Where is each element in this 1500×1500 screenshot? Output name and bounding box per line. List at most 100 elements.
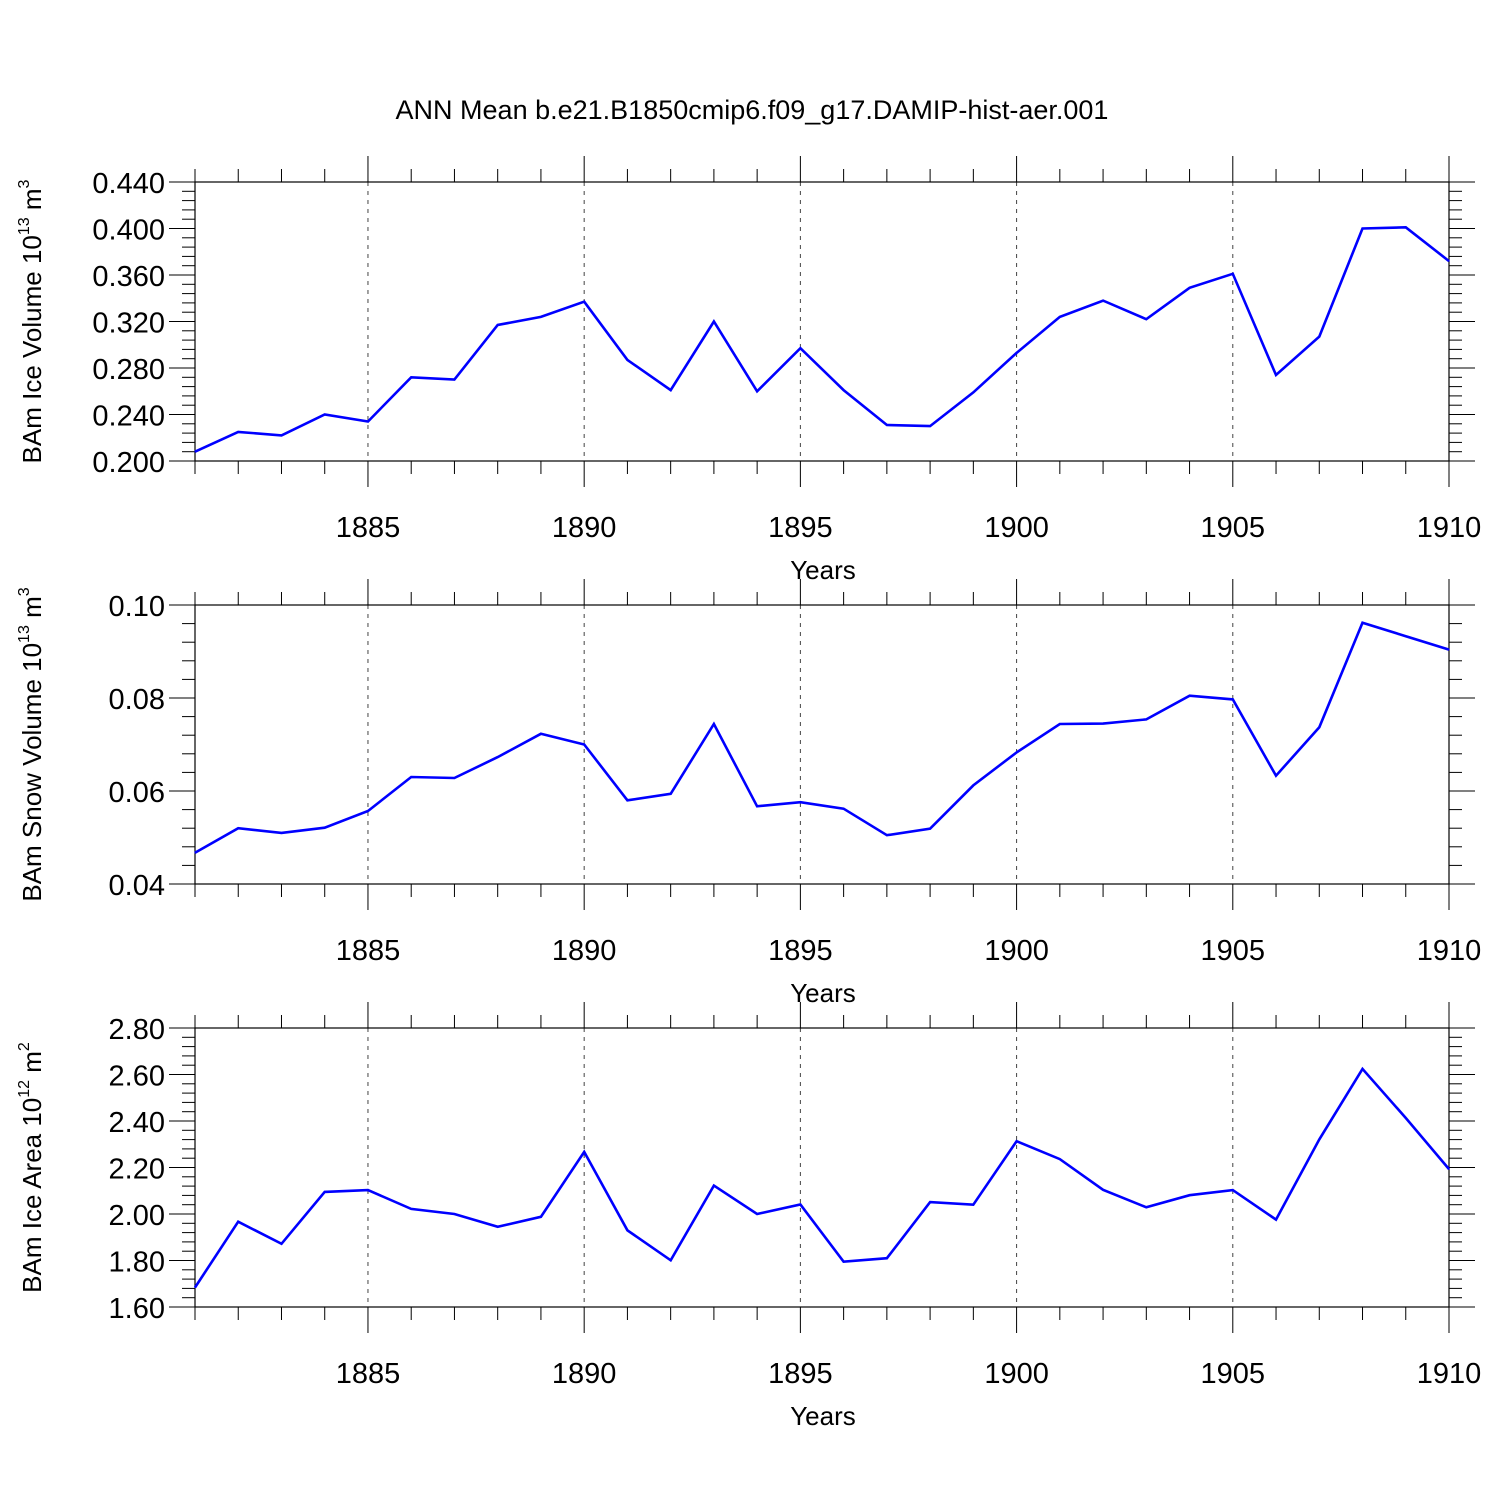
data-point: [1015, 352, 1018, 354]
x-tick-label: 1895: [768, 512, 833, 544]
data-point: [324, 827, 326, 829]
x-axis-title: Years: [790, 978, 856, 1008]
y-axis-title: BAm Snow Volume 1013 m3: [16, 587, 47, 901]
data-point: [367, 420, 369, 423]
y-axis-title-unit-exp: 3: [16, 587, 33, 596]
data-point: [1015, 751, 1018, 754]
data-point: [583, 301, 585, 303]
data-point: [1232, 698, 1234, 700]
plot-frame: [194, 604, 1450, 885]
data-point: [1232, 273, 1234, 275]
data-point: [237, 1221, 239, 1223]
x-tick-label: 1905: [1201, 512, 1266, 544]
x-tick-label: 1885: [336, 935, 401, 967]
x-tick-label: 1910: [1417, 935, 1482, 967]
figure-title: ANN Mean b.e21.B1850cmip6.f09_g17.DAMIP-…: [396, 95, 1109, 125]
data-point: [583, 1151, 585, 1153]
data-point: [1405, 635, 1407, 637]
data-point: [540, 316, 542, 318]
x-tick-label: 1885: [336, 512, 401, 544]
x-tick-label: 1905: [1201, 935, 1266, 967]
data-point: [367, 810, 369, 812]
data-point: [540, 1216, 542, 1218]
data-point: [972, 391, 974, 394]
data-point: [1275, 1218, 1277, 1221]
data-point: [410, 376, 412, 378]
data-point: [1102, 299, 1104, 302]
data-point: [1059, 316, 1061, 318]
data-point: [583, 743, 585, 746]
data-point: [1275, 374, 1277, 376]
data-point: [972, 784, 974, 787]
data-point: [324, 413, 326, 416]
y-tick-label: 2.20: [109, 1154, 165, 1186]
data-point: [1145, 318, 1147, 320]
data-point: [453, 777, 456, 779]
y-tick-label: 2.80: [109, 1014, 165, 1046]
y-axis-title-exp: 13: [16, 217, 33, 235]
y-axis-title-exp: 13: [16, 625, 33, 643]
data-point: [497, 756, 499, 758]
x-tick-label: 1890: [552, 1358, 617, 1390]
data-point: [626, 1229, 629, 1231]
data-point: [367, 1189, 369, 1191]
data-point: [886, 1257, 888, 1259]
x-tick-label: 1910: [1417, 512, 1482, 544]
data-point: [799, 347, 801, 349]
data-point: [886, 424, 888, 426]
data-point: [1405, 1117, 1407, 1119]
y-tick-label: 0.200: [92, 447, 165, 479]
plot-frame: [194, 181, 1450, 462]
y-tick-label: 0.10: [109, 591, 165, 623]
data-point: [799, 801, 801, 803]
data-point: [843, 389, 845, 391]
x-tick-label: 1890: [552, 935, 617, 967]
data-point: [843, 1261, 845, 1263]
data-point: [1361, 622, 1364, 624]
y-tick-label: 0.08: [109, 684, 165, 716]
data-point: [756, 390, 758, 392]
y-tick-label: 0.04: [109, 870, 165, 902]
y-axis-title-main: BAm Snow Volume 10: [17, 643, 47, 902]
data-point: [1015, 1140, 1018, 1142]
data-point: [886, 834, 888, 836]
data-point: [1232, 1189, 1234, 1191]
series-line: [193, 1066, 1450, 1289]
data-point: [929, 425, 931, 427]
data-point: [280, 1243, 283, 1245]
panel-3: 1885 1890 1895 1900 1905 1910 Years 1.60 1.80 2.0…: [16, 1002, 1481, 1431]
x-tick-label: 1895: [768, 1358, 833, 1390]
data-point: [237, 431, 239, 433]
x-tick-label: 1900: [984, 935, 1049, 967]
data-point: [1405, 226, 1407, 228]
data-point: [1145, 1206, 1147, 1208]
data-point: [453, 1213, 456, 1215]
y-axis-title-main: BAm Ice Volume 10: [17, 235, 47, 463]
data-point: [756, 805, 758, 807]
data-point: [670, 1259, 672, 1261]
data-point: [756, 1213, 758, 1215]
data-point: [1448, 260, 1450, 262]
data-point: [972, 1204, 974, 1206]
data-point: [280, 434, 283, 437]
y-axis-title-exp: 12: [16, 1080, 33, 1098]
data-point: [1188, 695, 1191, 697]
data-point: [1188, 287, 1191, 289]
data-point: [799, 1203, 801, 1206]
x-tick-label: 1890: [552, 512, 617, 544]
y-tick-label: 0.240: [92, 401, 165, 433]
data-point: [1318, 726, 1320, 728]
data-point: [194, 451, 196, 453]
data-point: [670, 793, 672, 795]
y-tick-label: 0.280: [92, 354, 165, 386]
y-tick-label: 1.80: [109, 1247, 165, 1279]
series-line: [194, 225, 1450, 453]
data-point: [670, 389, 672, 391]
data-point: [453, 379, 456, 381]
y-axis-title-unit-exp: 2: [16, 1042, 33, 1051]
data-point: [237, 827, 239, 829]
y-axis-title-unit-exp: 3: [16, 179, 33, 188]
data-point: [713, 1185, 715, 1187]
x-axis-title: Years: [790, 1401, 856, 1431]
data-point: [1059, 723, 1061, 725]
